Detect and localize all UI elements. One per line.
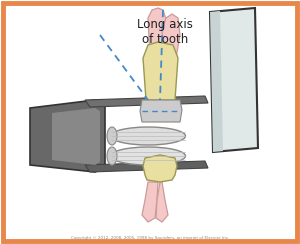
Ellipse shape (107, 147, 117, 165)
Text: Long axis
of tooth: Long axis of tooth (137, 18, 193, 46)
Polygon shape (156, 182, 168, 222)
Polygon shape (142, 182, 158, 222)
Polygon shape (140, 100, 182, 122)
Ellipse shape (110, 127, 185, 145)
FancyBboxPatch shape (3, 3, 297, 241)
Polygon shape (52, 108, 100, 165)
Polygon shape (85, 96, 208, 107)
Polygon shape (85, 161, 208, 172)
Polygon shape (210, 11, 223, 152)
Polygon shape (30, 100, 105, 172)
Ellipse shape (107, 127, 117, 145)
Polygon shape (143, 155, 177, 182)
Ellipse shape (110, 147, 185, 165)
Polygon shape (210, 8, 258, 152)
Polygon shape (143, 42, 178, 100)
Text: Copyright © 2012, 2008, 2005, 1998 by Saunders, an imprint of Elsevier Inc.: Copyright © 2012, 2008, 2005, 1998 by Sa… (71, 236, 229, 240)
Polygon shape (148, 8, 167, 58)
Polygon shape (162, 14, 180, 60)
